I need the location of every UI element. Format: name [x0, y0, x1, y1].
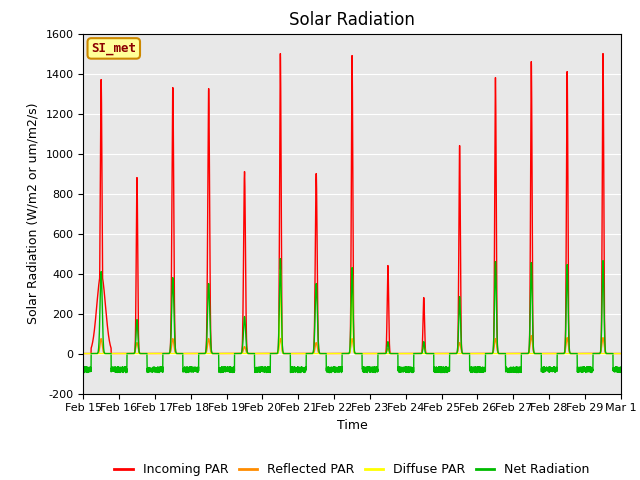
Reflected PAR	[332, 351, 340, 357]
Diffuse PAR	[79, 351, 87, 357]
Incoming PAR	[617, 351, 625, 357]
Line: Diffuse PAR: Diffuse PAR	[83, 267, 621, 354]
Reflected PAR	[176, 351, 184, 357]
Net Radiation	[473, 366, 481, 372]
Line: Net Radiation: Net Radiation	[83, 259, 621, 372]
Incoming PAR	[79, 351, 87, 357]
Diffuse PAR	[472, 351, 480, 357]
Diffuse PAR	[617, 351, 625, 357]
Line: Reflected PAR: Reflected PAR	[83, 336, 621, 354]
Net Radiation	[332, 369, 340, 375]
Line: Incoming PAR: Incoming PAR	[83, 54, 621, 354]
Net Radiation	[617, 368, 625, 373]
Incoming PAR	[276, 51, 284, 57]
Net Radiation	[276, 256, 284, 262]
Net Radiation	[503, 368, 511, 374]
Net Radiation	[176, 351, 184, 357]
Reflected PAR	[79, 351, 87, 357]
Incoming PAR	[503, 351, 511, 357]
Incoming PAR	[616, 351, 624, 357]
Incoming PAR	[332, 351, 340, 357]
Title: Solar Radiation: Solar Radiation	[289, 11, 415, 29]
X-axis label: Time: Time	[337, 419, 367, 432]
Diffuse PAR	[443, 351, 451, 357]
Diffuse PAR	[616, 351, 624, 357]
Reflected PAR	[527, 333, 535, 338]
Reflected PAR	[472, 351, 480, 357]
Legend: Incoming PAR, Reflected PAR, Diffuse PAR, Net Radiation: Incoming PAR, Reflected PAR, Diffuse PAR…	[109, 458, 595, 480]
Diffuse PAR	[332, 351, 340, 357]
Reflected PAR	[503, 351, 511, 357]
Net Radiation	[122, 370, 129, 375]
Diffuse PAR	[176, 351, 184, 357]
Reflected PAR	[617, 351, 625, 357]
Net Radiation	[616, 369, 624, 375]
Incoming PAR	[176, 351, 184, 357]
Reflected PAR	[616, 351, 624, 357]
Incoming PAR	[443, 351, 451, 357]
Incoming PAR	[472, 351, 480, 357]
Diffuse PAR	[503, 351, 511, 357]
Net Radiation	[79, 364, 87, 370]
Diffuse PAR	[348, 264, 356, 270]
Reflected PAR	[443, 351, 451, 357]
Text: SI_met: SI_met	[92, 42, 136, 55]
Y-axis label: Solar Radiation (W/m2 or um/m2/s): Solar Radiation (W/m2 or um/m2/s)	[27, 103, 40, 324]
Net Radiation	[443, 368, 451, 374]
